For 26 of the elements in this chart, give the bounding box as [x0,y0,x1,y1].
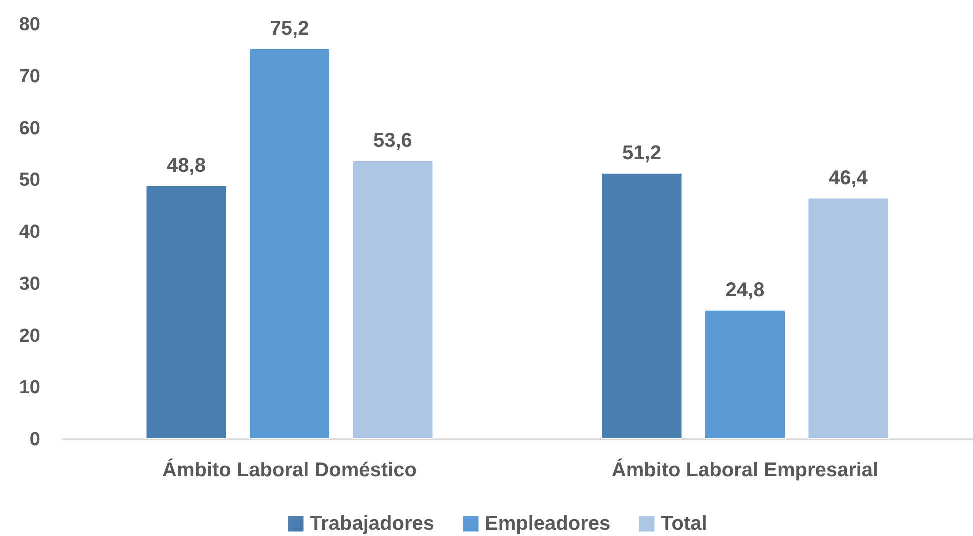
y-tick-label: 30 [19,274,40,295]
bar [601,172,683,440]
data-label: 46,4 [829,167,869,190]
bar [704,310,786,440]
data-label: 75,2 [270,18,310,40]
y-tick-label: 0 [30,430,40,450]
legend-label: Total [661,513,708,535]
y-tick-label: 50 [19,170,40,192]
y-tick-label: 20 [19,326,40,347]
y-tick-label: 80 [19,14,40,36]
legend-label: Trabajadores [310,513,435,535]
y-tick-label: 40 [19,222,40,243]
y-tick-label: 70 [19,66,40,88]
data-label: 51,2 [622,142,662,164]
bar [248,48,331,440]
legend-label: Empleadores [485,513,611,535]
x-tick-label: Ámbito Laboral Empresarial [612,458,879,482]
y-tick-label: 60 [19,118,40,140]
data-label: 48,8 [167,154,206,177]
bar [808,198,890,440]
data-label: 53,6 [374,130,412,152]
bar [352,160,434,440]
y-tick-label: 10 [19,378,40,399]
bar [146,185,228,440]
x-tick-label: Ámbito Laboral Doméstico [162,458,417,482]
data-label: 24,8 [726,279,765,302]
